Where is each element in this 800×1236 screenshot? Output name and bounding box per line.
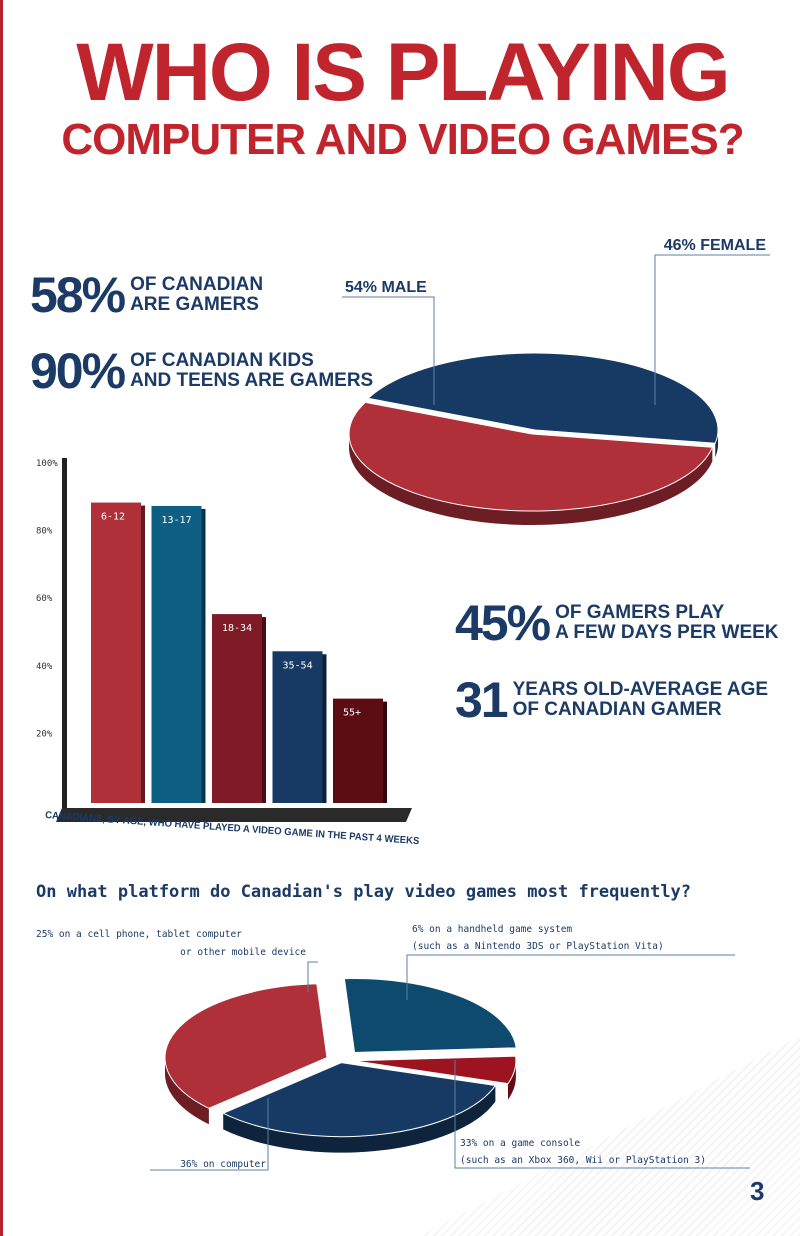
bar-category-label: 18-34 [222,623,252,634]
y-tick-label: 40% [36,662,53,672]
stat-play-frequency: 45% OF GAMERS PLAY A FEW DAYS PER WEEK [455,598,779,648]
page-subtitle: COMPUTER AND VIDEO GAMES? [61,115,744,164]
pie-slice-side [223,1085,496,1153]
y-tick-label: 60% [36,594,53,604]
computer-leader-line [150,1098,269,1171]
pie-slice-side [164,1057,209,1125]
pie-slice-computer [164,983,328,1109]
x-axis-base [56,808,412,822]
bar-side [262,617,266,803]
male-leader-line [342,296,435,405]
handheld-leader-line [406,954,735,1000]
page-title: WHO IS PLAYING [76,27,730,118]
bar-side [383,701,387,803]
stat-value: 58% [30,267,126,323]
pie-label-console: 33% on a game console [460,1138,580,1149]
pie-label-male: 54% MALE [345,279,427,296]
bar-side [201,508,206,803]
stat-description: OF CANADIAN KIDS AND TEENS ARE GAMERS [130,350,374,391]
bar-side [141,505,145,803]
mobile-leader-line [307,961,318,992]
pie-label-mobile-cont: or other mobile device [180,947,306,958]
gender-pie-chart: 54% MALE 46% FEMALE [342,237,770,526]
y-tick-label: 80% [36,527,53,537]
console-leader-line [454,1060,750,1169]
bar-category-label: 13-17 [162,515,192,526]
bar-side [322,654,327,803]
stat-canadian-gamers: 58% OF CANADIAN ARE GAMERS [30,270,263,320]
pie-label-mobile: 25% on a cell phone, tablet computer [36,929,242,940]
bar-category-label: 6-12 [101,512,125,523]
bar-6-12 [91,502,141,803]
bar-18-34 [212,614,262,803]
bar-category-label: 55+ [343,708,361,719]
stat-description: YEARS OLD-AVERAGE AGE OF CANADIAN GAMER [512,679,769,720]
y-tick-label: 100% [36,459,58,469]
pie-label-console-cont: (such as an Xbox 360, Wii or PlayStation… [460,1155,706,1166]
platform-pie-chart: 25% on a cell phone, tablet computer or o… [36,924,750,1171]
y-tick-label: 20% [36,729,53,739]
stat-average-age: 31 YEARS OLD-AVERAGE AGE OF CANADIAN GAM… [455,675,768,725]
bar-35-54 [272,651,323,803]
stat-description: OF CANADIAN ARE GAMERS [130,274,264,315]
female-leader-line [654,254,770,405]
bar-55+ [333,698,383,803]
pie-label-handheld: 6% on a handheld game system [412,924,572,935]
platform-question: On what platform do Canadian's play vide… [36,882,692,902]
pie-label-handheld-cont: (such as a Nintendo 3DS or PlayStation V… [412,941,664,952]
left-accent-rule [0,0,3,1236]
pie-slice-handheld [353,1055,517,1085]
stat-value: 90% [30,343,126,399]
bar-13-17 [151,505,202,803]
pie-slice-female [367,352,719,444]
pie-slice-console [222,1062,497,1138]
pie-slice-side [507,1060,516,1100]
stat-value: 45% [455,595,551,651]
page-number: 3 [750,1176,765,1206]
pie-label-female: 46% FEMALE [664,237,767,254]
y-axis [62,458,67,808]
stat-value: 31 [455,672,509,728]
stat-description: OF GAMERS PLAY A FEW DAYS PER WEEK [555,602,779,643]
stat-kids-gamers: 90% OF CANADIAN KIDS AND TEENS ARE GAMER… [30,346,373,396]
bar-category-label: 35-54 [283,660,313,671]
age-bar-chart: 100%80%60%40%20%6-12 13-1718-3435-5455+CA… [36,458,420,847]
pie-slice-male [348,401,714,512]
pie-label-computer: 36% on computer [180,1159,266,1170]
pie-slice-side [349,434,713,526]
pie-slice-mobile [343,977,517,1053]
